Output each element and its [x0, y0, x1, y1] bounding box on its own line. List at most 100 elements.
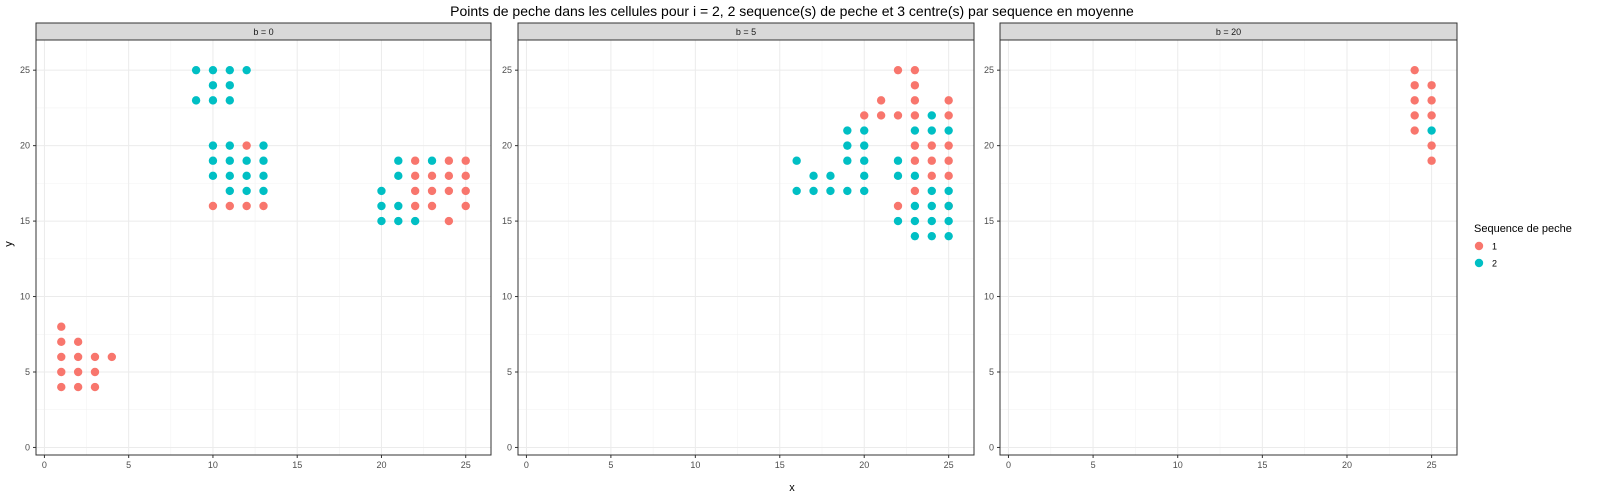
series-2 — [1427, 126, 1436, 135]
data-point — [394, 201, 403, 211]
data-point — [843, 141, 852, 150]
data-point — [461, 171, 470, 181]
data-point — [225, 171, 234, 181]
data-point — [73, 367, 83, 377]
data-point — [910, 201, 920, 211]
data-point — [927, 141, 936, 150]
data-point — [427, 171, 437, 181]
y-tick-label: 0 — [989, 442, 994, 452]
y-tick-label: 0 — [25, 442, 30, 452]
panel-background — [518, 40, 974, 455]
y-tick-label: 10 — [502, 292, 512, 302]
x-tick-label: 5 — [126, 460, 131, 470]
x-tick-label: 20 — [1342, 460, 1352, 470]
data-point — [90, 367, 100, 377]
data-point — [1427, 111, 1436, 120]
data-point — [910, 96, 920, 105]
data-point — [57, 382, 66, 392]
x-tick-label: 25 — [1427, 460, 1437, 470]
data-point — [461, 186, 470, 196]
data-point — [57, 367, 66, 377]
facet-panel-2: b = 20 0 5 10 15 20 25 0 5 10 15 20 25 — [984, 22, 1458, 470]
data-point — [910, 126, 920, 135]
data-point — [927, 156, 936, 165]
data-point — [73, 352, 83, 362]
data-point — [860, 171, 869, 181]
data-point — [208, 156, 218, 165]
data-point — [225, 186, 234, 196]
data-point — [927, 111, 936, 120]
data-point — [876, 111, 886, 120]
facet-panel-0: b = 0 0 5 10 15 20 25 0 5 10 15 20 25 — [20, 22, 492, 470]
data-point — [860, 141, 869, 150]
data-point — [259, 201, 268, 211]
data-point — [1427, 96, 1436, 105]
data-point — [377, 201, 386, 211]
data-point — [1410, 65, 1419, 75]
data-point — [927, 126, 936, 135]
data-point — [427, 156, 437, 165]
data-point — [107, 352, 117, 362]
legend-label-1: 1 — [1492, 242, 1497, 252]
data-point — [259, 141, 268, 150]
data-point — [377, 186, 386, 196]
data-point — [843, 156, 852, 165]
y-tick-label: 15 — [984, 216, 994, 226]
y-tick-label: 25 — [502, 65, 512, 75]
data-point — [826, 186, 835, 196]
data-point — [944, 156, 953, 165]
data-point — [208, 141, 218, 150]
data-point — [73, 382, 83, 392]
data-point — [410, 216, 420, 226]
data-point — [410, 171, 420, 181]
data-point — [427, 186, 437, 196]
data-point — [860, 126, 869, 135]
x-tick-label: 10 — [208, 460, 218, 470]
data-point — [461, 201, 470, 211]
data-point — [225, 141, 234, 150]
data-point — [57, 337, 66, 347]
data-point — [927, 186, 936, 196]
panel-border — [35, 39, 492, 456]
legend-label-2: 2 — [1492, 259, 1497, 269]
data-point — [410, 186, 420, 196]
data-point — [394, 156, 403, 165]
data-point — [1427, 156, 1436, 165]
data-point — [394, 171, 403, 181]
data-point — [73, 337, 83, 347]
data-point — [444, 186, 454, 196]
data-point — [893, 201, 903, 211]
panel-background — [36, 40, 491, 455]
facet-strip-label: b = 5 — [736, 27, 756, 37]
data-point — [792, 156, 801, 165]
data-point — [1410, 111, 1419, 120]
data-point — [427, 201, 437, 211]
x-tick-label: 20 — [376, 460, 386, 470]
data-point — [242, 65, 251, 75]
data-point — [792, 186, 801, 196]
data-point — [843, 126, 852, 135]
panel-border — [999, 39, 1458, 456]
y-tick-label: 0 — [507, 442, 512, 452]
y-axis-title: y — [3, 241, 15, 247]
data-point — [225, 65, 234, 75]
legend: Sequence de peche 1 2 — [1474, 223, 1572, 269]
data-point — [910, 171, 920, 181]
data-point — [893, 216, 903, 226]
data-point — [927, 231, 936, 241]
data-point — [1427, 141, 1436, 150]
chart-title: Points de peche dans les cellules pour i… — [450, 3, 1134, 19]
data-point — [893, 111, 903, 120]
data-point — [910, 65, 920, 75]
facet-strip-label: b = 20 — [1216, 27, 1241, 37]
x-tick-label: 15 — [292, 460, 302, 470]
data-point — [843, 186, 852, 196]
data-point — [444, 171, 454, 181]
data-point — [910, 216, 920, 226]
data-point — [242, 141, 251, 150]
data-point — [208, 201, 218, 211]
y-tick-label: 10 — [20, 292, 30, 302]
series-1 — [57, 141, 470, 392]
